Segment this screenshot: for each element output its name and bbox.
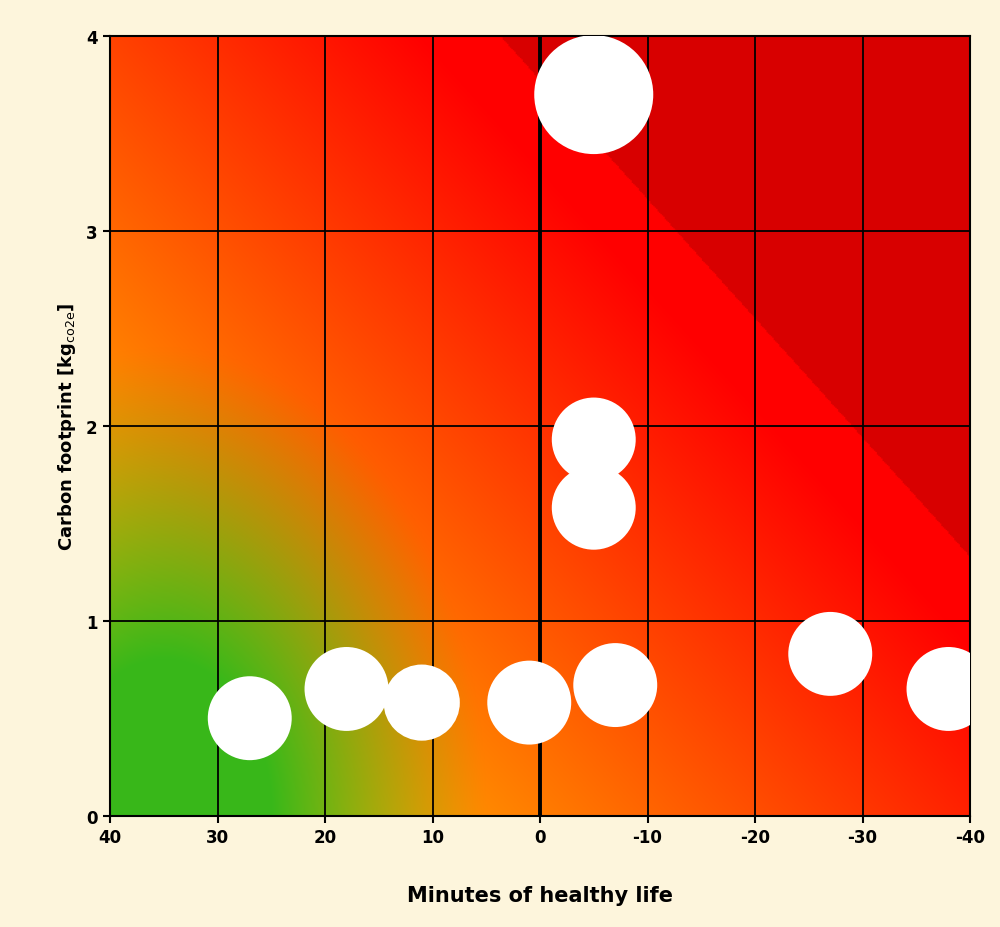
X-axis label: Minutes of healthy life: Minutes of healthy life [407,885,673,905]
Text: Gained: Gained [0,926,1,927]
Ellipse shape [535,37,652,154]
Ellipse shape [306,648,387,730]
Y-axis label: Carbon footprint [kg$_{\mathsf{co2e}}$]: Carbon footprint [kg$_{\mathsf{co2e}}$] [56,302,78,551]
Ellipse shape [488,662,570,743]
Ellipse shape [908,648,989,730]
Ellipse shape [789,614,871,695]
Text: Lost: Lost [0,926,1,927]
Ellipse shape [553,400,635,481]
Ellipse shape [385,666,459,740]
Ellipse shape [209,678,291,759]
Ellipse shape [553,467,635,549]
Ellipse shape [574,644,656,726]
